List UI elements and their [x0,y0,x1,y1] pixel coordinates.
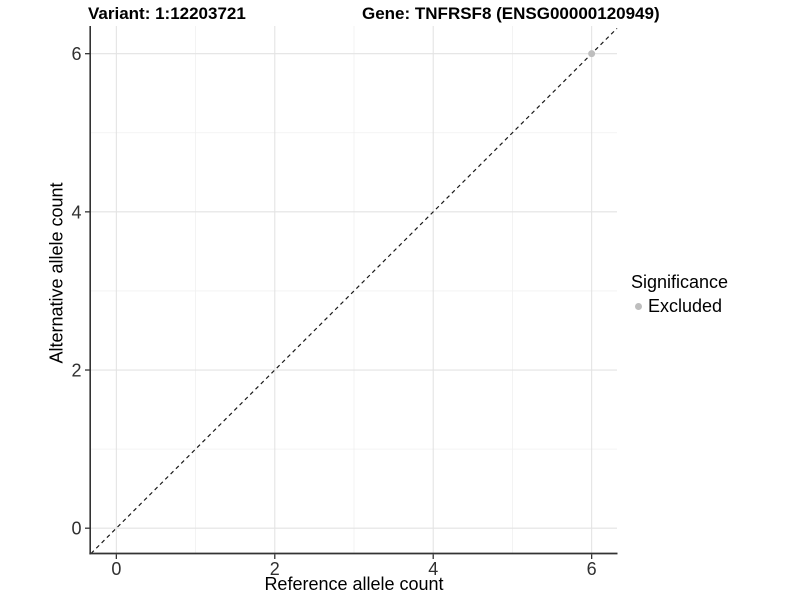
legend-item-label: Excluded [648,296,723,316]
x-tick-label: 6 [587,559,597,579]
plot-title-gene: Gene: TNFRSF8 (ENSG00000120949) [362,4,660,23]
x-tick-label: 4 [428,559,438,579]
plot-title-variant: Variant: 1:12203721 [88,4,246,23]
x-tick-label: 2 [270,559,280,579]
y-tick-label: 2 [71,361,81,381]
x-axis-title: Reference allele count [264,574,444,594]
y-tick-label: 6 [71,44,81,64]
y-axis-title: Alternative allele count [46,182,67,364]
legend-item-excluded: Excluded [631,296,728,317]
y-tick-label: 0 [71,519,81,539]
identity-dashed-line [90,27,618,554]
excluded-point-icon [635,303,642,310]
x-tick-label: 0 [111,559,121,579]
y-tick-label: 4 [71,202,81,222]
legend-title: Significance [631,272,729,292]
data-point-excluded [588,50,596,58]
legend: Significance Excluded [631,272,728,317]
